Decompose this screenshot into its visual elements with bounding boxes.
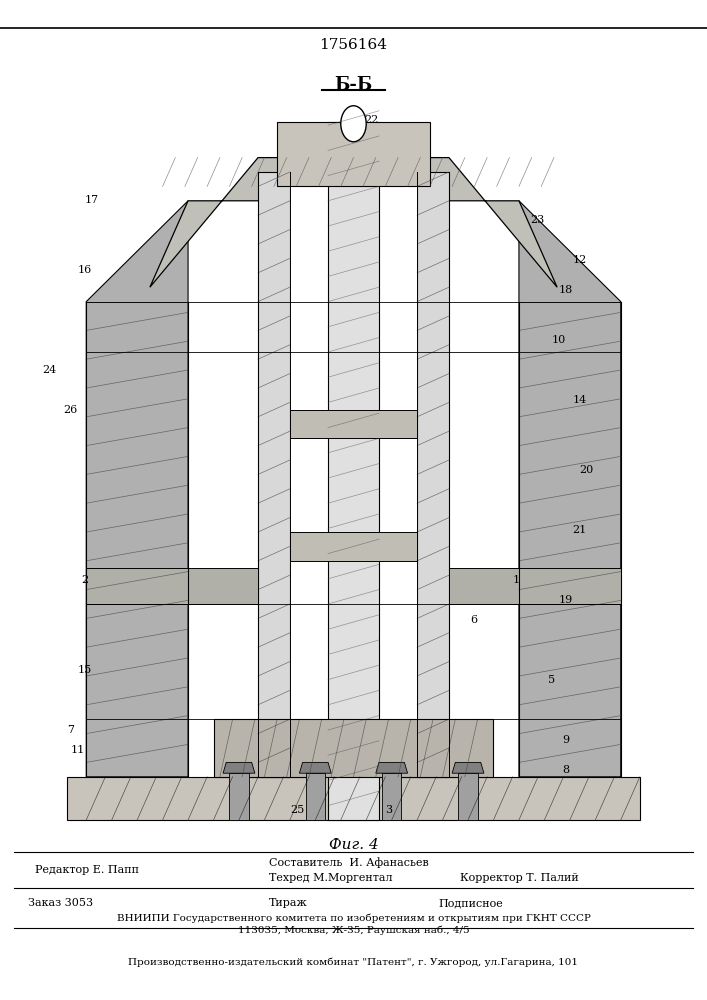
Text: 5: 5 <box>548 675 555 685</box>
Text: 16: 16 <box>78 265 92 275</box>
Text: 11: 11 <box>71 745 85 755</box>
Polygon shape <box>417 172 449 777</box>
Bar <box>382 773 402 820</box>
Text: 26: 26 <box>64 405 78 415</box>
Bar <box>305 773 325 820</box>
Polygon shape <box>214 719 493 777</box>
Text: 6: 6 <box>470 615 477 625</box>
Text: 2: 2 <box>81 575 88 585</box>
Text: ВНИИПИ Государственного комитета по изобретениям и открытиям при ГКНТ СССР: ВНИИПИ Государственного комитета по изоб… <box>117 913 590 923</box>
Bar <box>290 532 417 561</box>
Text: Фиг. 4: Фиг. 4 <box>329 838 378 852</box>
Text: 7: 7 <box>67 725 74 735</box>
Polygon shape <box>67 777 640 820</box>
Polygon shape <box>258 172 290 777</box>
Text: Тираж: Тираж <box>269 898 308 908</box>
Text: 20: 20 <box>580 465 594 475</box>
Text: Заказ 3053: Заказ 3053 <box>28 898 93 908</box>
Text: Производственно-издательский комбинат "Патент", г. Ужгород, ул.Гагарина, 101: Производственно-издательский комбинат "П… <box>129 957 578 967</box>
Bar <box>277 122 430 186</box>
Polygon shape <box>150 158 557 287</box>
Text: 25: 25 <box>290 805 304 815</box>
Text: 21: 21 <box>573 525 587 535</box>
Polygon shape <box>86 568 258 604</box>
Polygon shape <box>519 201 621 777</box>
Text: 18: 18 <box>559 285 573 295</box>
Text: 1756164: 1756164 <box>320 38 387 52</box>
Bar <box>459 773 478 820</box>
Text: 8: 8 <box>562 765 569 775</box>
Text: 17: 17 <box>85 195 99 205</box>
Polygon shape <box>300 762 332 773</box>
Polygon shape <box>449 568 621 604</box>
Text: Составитель  И. Афанасьев: Составитель И. Афанасьев <box>269 858 428 868</box>
Text: Техред М.Моргентал: Техред М.Моргентал <box>269 873 392 883</box>
Polygon shape <box>452 762 484 773</box>
Circle shape <box>341 106 366 142</box>
Text: 10: 10 <box>551 335 566 345</box>
Bar <box>290 172 417 777</box>
Polygon shape <box>223 762 255 773</box>
Bar <box>290 410 417 438</box>
Text: 12: 12 <box>573 255 587 265</box>
Polygon shape <box>376 762 408 773</box>
Text: 14: 14 <box>573 395 587 405</box>
Text: Редактор Е. Папп: Редактор Е. Папп <box>35 865 139 875</box>
Text: 9: 9 <box>562 735 569 745</box>
Polygon shape <box>86 201 188 777</box>
Text: 19: 19 <box>559 595 573 605</box>
Text: Б-Б: Б-Б <box>334 76 373 94</box>
Text: 15: 15 <box>78 665 92 675</box>
Bar <box>328 122 379 820</box>
Text: 1: 1 <box>513 575 520 585</box>
Text: Корректор Т. Палий: Корректор Т. Палий <box>460 873 578 883</box>
Bar <box>229 773 249 820</box>
Text: Подписное: Подписное <box>438 898 503 908</box>
Text: 24: 24 <box>42 365 57 375</box>
Text: 22: 22 <box>364 115 378 125</box>
Text: 23: 23 <box>530 215 544 225</box>
Text: 113035, Москва, Ж-35, Раушская наб., 4/5: 113035, Москва, Ж-35, Раушская наб., 4/5 <box>238 925 469 935</box>
Text: 3: 3 <box>385 805 392 815</box>
